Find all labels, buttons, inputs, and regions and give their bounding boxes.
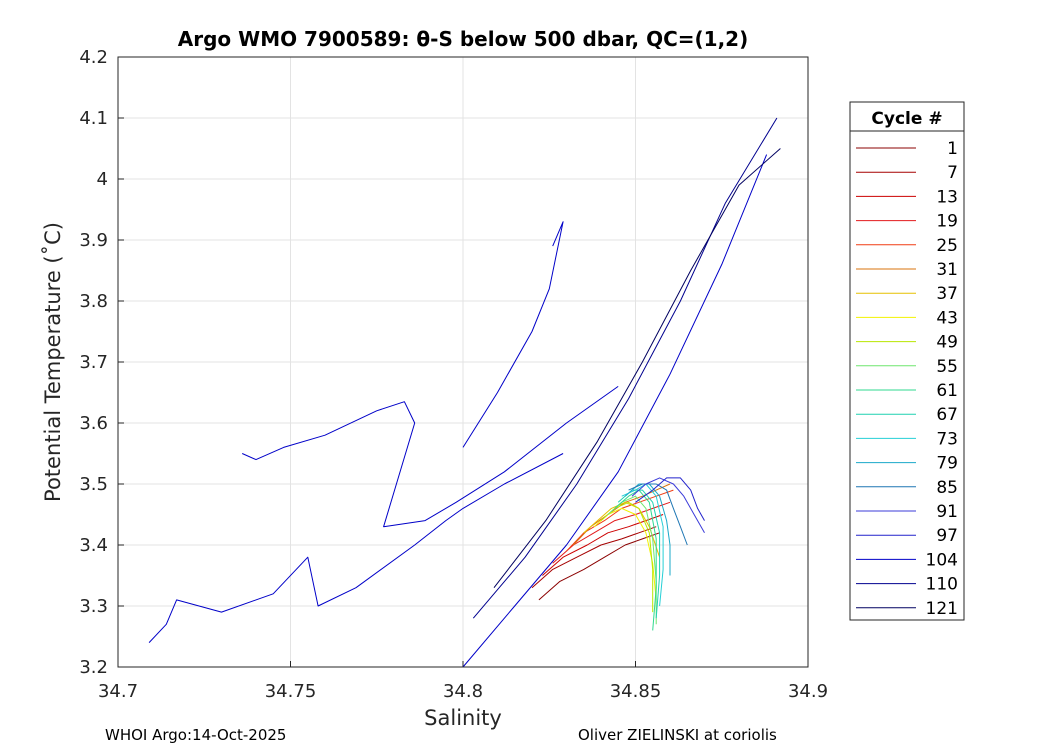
x-tick-labels: 34.7 34.75 34.8 34.85 34.9 <box>98 681 828 702</box>
legend-label: 13 <box>936 187 958 207</box>
series-line-37 <box>583 501 661 558</box>
series-line-1 <box>538 532 660 601</box>
legend-label: 121 <box>926 599 958 619</box>
y-tick-label: 3.4 <box>79 535 108 556</box>
series-line-104 <box>462 154 768 668</box>
legend-label: 55 <box>936 357 958 377</box>
legend-label: 37 <box>936 284 958 304</box>
x-tick-label: 34.75 <box>265 681 317 702</box>
legend-label: 49 <box>936 333 958 353</box>
series-line-73 <box>621 483 664 607</box>
legend-label: 43 <box>936 308 958 328</box>
x-axis-label: Salinity <box>424 706 502 730</box>
series-line-79 <box>624 483 671 576</box>
y-tick-label: 3.2 <box>79 657 108 678</box>
legend-label: 67 <box>936 405 958 425</box>
legend-items: 1 7 13 19 25 31 37 43 49 55 61 67 73 79 85 91 97 104 110 12… <box>856 139 958 619</box>
y-tick-label: 3.7 <box>79 352 108 373</box>
series-line-85 <box>628 483 688 546</box>
x-tick-label: 34.8 <box>443 681 483 702</box>
series-line-extra-20 <box>148 453 564 643</box>
y-tick-label: 4 <box>97 169 108 190</box>
y-axis-label: Potential Temperature (˚C) <box>41 222 65 502</box>
legend-label: 91 <box>936 502 958 522</box>
y-tick-label: 4.1 <box>79 108 108 129</box>
legend-label: 79 <box>936 454 958 474</box>
legend-box <box>849 101 965 621</box>
x-tick-label: 34.9 <box>788 681 828 702</box>
axes-box <box>117 56 809 668</box>
legend-label: 110 <box>926 575 958 595</box>
y-tick-label: 4.2 <box>79 47 108 68</box>
legend-label: 7 <box>947 163 958 183</box>
series-line-61 <box>614 489 657 631</box>
footer-right: Oliver ZIELINSKI at coriolis <box>578 726 777 744</box>
series-line-110 <box>472 117 778 619</box>
legend-label: 97 <box>936 526 958 546</box>
y-tick-label: 3.3 <box>79 596 108 617</box>
legend-label: 1 <box>947 139 958 159</box>
legend-label: 85 <box>936 478 958 498</box>
legend-label: 31 <box>936 260 958 280</box>
y-tick-labels: 3.2 3.3 3.4 3.5 3.6 3.7 3.8 3.9 4 4.1 4.2 <box>79 47 108 678</box>
legend-label: 19 <box>936 212 958 232</box>
footer-left: WHOI Argo:14-Oct-2025 <box>105 726 287 744</box>
y-tick-label: 3.9 <box>79 230 108 251</box>
x-tick-label: 34.85 <box>610 681 662 702</box>
legend-label: 73 <box>936 429 958 449</box>
x-tick-label: 34.7 <box>98 681 138 702</box>
series-line-121 <box>493 148 781 589</box>
series-line-extra-22 <box>462 221 564 448</box>
series-line-7 <box>531 526 657 589</box>
y-tick-label: 3.6 <box>79 413 108 434</box>
legend-label: 61 <box>936 381 958 401</box>
plot-area <box>148 117 781 668</box>
chart-title: Argo WMO 7900589: θ-S below 500 dbar, QC… <box>178 27 748 51</box>
series-line-91 <box>631 477 705 534</box>
legend-title: Cycle # <box>871 109 942 129</box>
series-line-97 <box>635 477 705 521</box>
legend-label: 25 <box>936 236 958 256</box>
y-tick-label: 3.8 <box>79 291 108 312</box>
y-tick-label: 3.5 <box>79 474 108 495</box>
legend: Cycle # 1 7 13 19 25 31 37 43 49 55 61 67 73 79 85 91 97… <box>849 101 965 621</box>
series-line-extra-21 <box>241 385 619 528</box>
legend-label: 104 <box>926 550 958 570</box>
